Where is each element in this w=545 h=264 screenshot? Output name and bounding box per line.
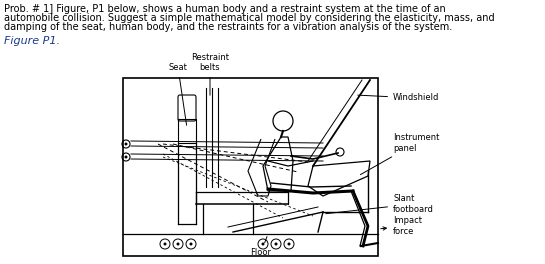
Circle shape	[177, 243, 179, 246]
Text: Floor: Floor	[251, 237, 271, 257]
Text: Restraint
belts: Restraint belts	[191, 53, 229, 95]
Text: Impact
force: Impact force	[381, 216, 422, 236]
Text: Instrument
panel: Instrument panel	[360, 133, 439, 175]
Circle shape	[124, 143, 128, 145]
Circle shape	[262, 243, 264, 246]
Circle shape	[288, 243, 290, 246]
Circle shape	[164, 243, 167, 246]
Circle shape	[124, 155, 128, 158]
FancyBboxPatch shape	[178, 95, 196, 121]
Text: automobile collision. Suggest a simple mathematical model by considering the ela: automobile collision. Suggest a simple m…	[4, 13, 495, 23]
Bar	[123, 78, 378, 256]
Text: Windshield: Windshield	[358, 93, 439, 102]
Circle shape	[190, 243, 192, 246]
Text: Slant
footboard: Slant footboard	[326, 194, 434, 214]
Text: Seat: Seat	[168, 63, 187, 125]
Text: Prob. # 1] Figure, P1 below, shows a human body and a restraint system at the ti: Prob. # 1] Figure, P1 below, shows a hum…	[4, 4, 446, 14]
Text: Figure P1.: Figure P1.	[4, 36, 60, 46]
Text: damping of the seat, human body, and the restraints for a vibration analysis of : damping of the seat, human body, and the…	[4, 22, 452, 32]
Circle shape	[275, 243, 277, 246]
